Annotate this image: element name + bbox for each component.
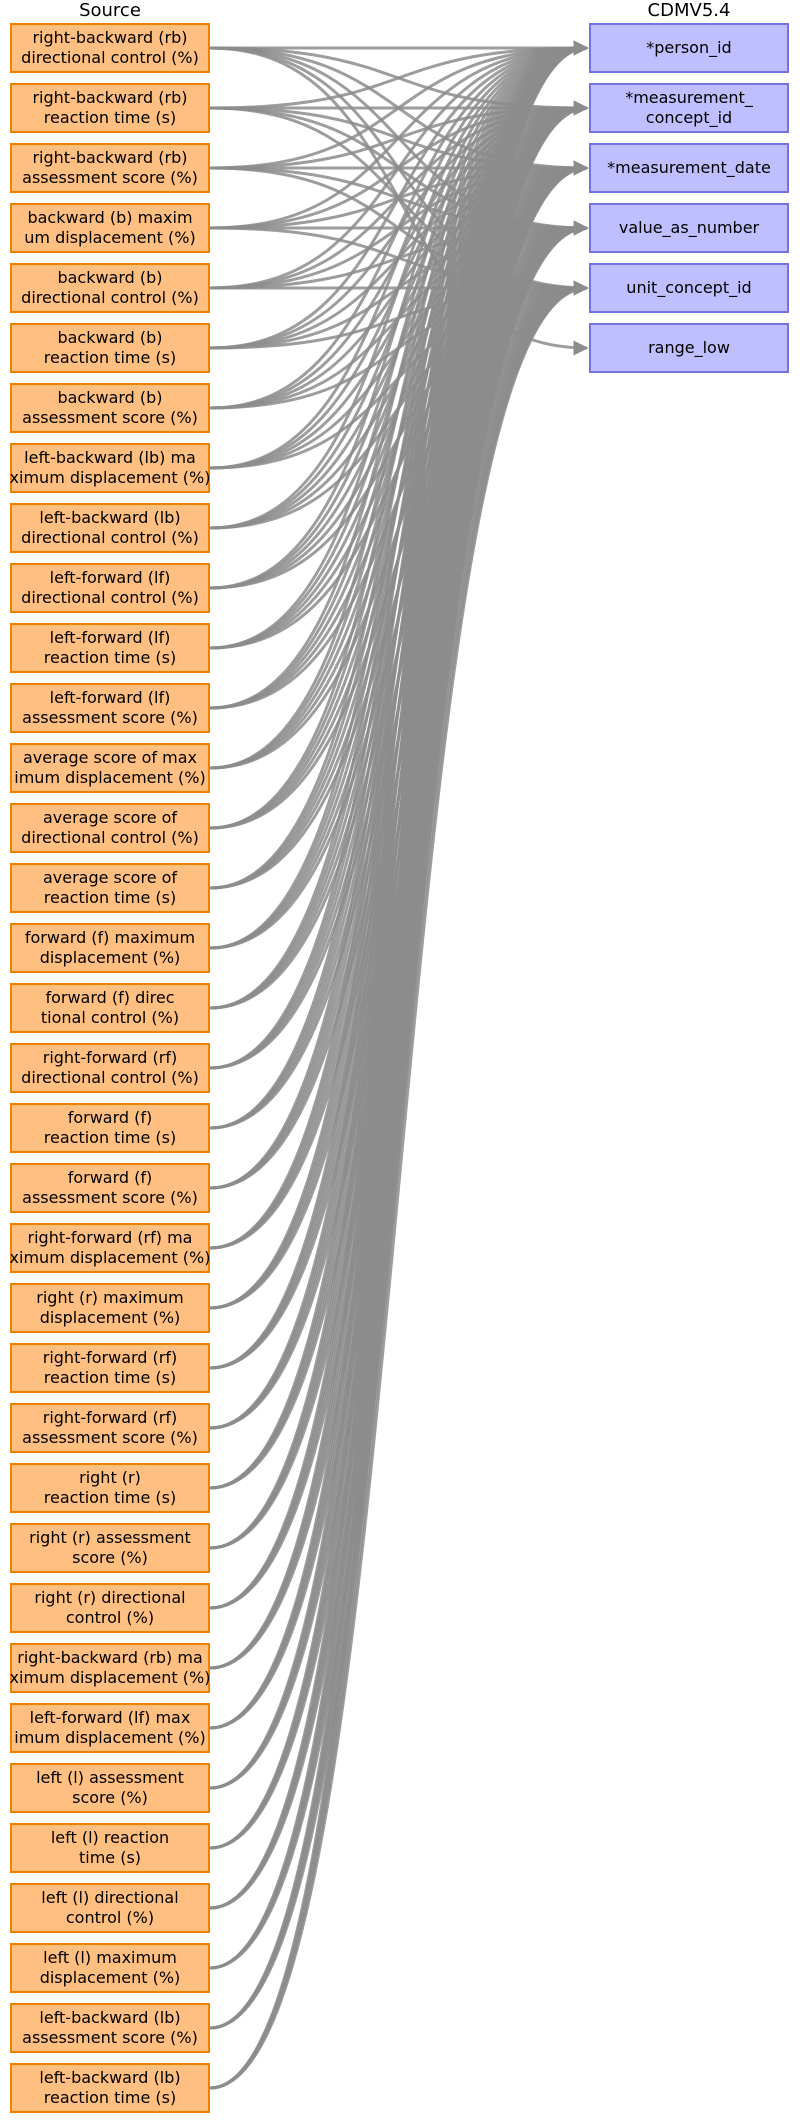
source-node: backward (b) assessment score (%) xyxy=(10,383,210,433)
mapping-edge xyxy=(209,40,589,650)
mapping-edge xyxy=(209,40,589,950)
mapping-edge xyxy=(209,40,589,1190)
source-node: forward (f) reaction time (s) xyxy=(10,1103,210,1153)
source-node: left (l) maximum displacement (%) xyxy=(10,1943,210,1993)
mapping-edge xyxy=(209,40,589,170)
source-node: right-forward (rf) directional control (… xyxy=(10,1043,210,1093)
source-node: average score of reaction time (s) xyxy=(10,863,210,913)
source-node: forward (f) assessment score (%) xyxy=(10,1163,210,1213)
mapping-edge xyxy=(209,40,589,1010)
mapping-edge xyxy=(209,40,589,410)
source-node: left-forward (lf) reaction time (s) xyxy=(10,623,210,673)
source-node: right-forward (rf) reaction time (s) xyxy=(10,1343,210,1393)
source-node: left-backward (lb) assessment score (%) xyxy=(10,2003,210,2053)
target-node: value_as_number xyxy=(589,203,789,253)
source-node: backward (b) directional control (%) xyxy=(10,263,210,313)
source-node: right-forward (rf) assessment score (%) xyxy=(10,1403,210,1453)
source-node: left-backward (lb) reaction time (s) xyxy=(10,2063,210,2113)
source-node: right-forward (rf) ma ximum displacement… xyxy=(10,1223,210,1273)
source-node: right-backward (rb) ma ximum displacemen… xyxy=(10,1643,210,1693)
source-node: left-forward (lf) assessment score (%) xyxy=(10,683,210,733)
target-node: range_low xyxy=(589,323,789,373)
mapping-edge xyxy=(209,40,589,590)
mapping-edge xyxy=(209,40,589,2090)
mapping-edge xyxy=(209,40,589,890)
mapping-edge xyxy=(209,40,589,530)
source-node: right (r) reaction time (s) xyxy=(10,1463,210,1513)
source-node: average score of max imum displacement (… xyxy=(10,743,210,793)
source-node: average score of directional control (%) xyxy=(10,803,210,853)
target-node: *measurement_date xyxy=(589,143,789,193)
mapping-edge xyxy=(209,280,589,2090)
mapping-edge xyxy=(209,40,589,710)
source-node: left (l) directional control (%) xyxy=(10,1883,210,1933)
source-node: left-forward (lf) max imum displacement … xyxy=(10,1703,210,1753)
source-node: left (l) assessment score (%) xyxy=(10,1763,210,1813)
source-column-header: Source xyxy=(79,0,141,21)
source-node: forward (f) maximum displacement (%) xyxy=(10,923,210,973)
source-node: right-backward (rb) reaction time (s) xyxy=(10,83,210,133)
target-node: *person_id xyxy=(589,23,789,73)
source-node: backward (b) reaction time (s) xyxy=(10,323,210,373)
target-node: unit_concept_id xyxy=(589,263,789,313)
source-node: left (l) reaction time (s) xyxy=(10,1823,210,1873)
mapping-edge xyxy=(209,40,589,230)
target-column-header: CDMV5.4 xyxy=(647,0,731,21)
source-node: right (r) directional control (%) xyxy=(10,1583,210,1633)
source-node: right (r) assessment score (%) xyxy=(10,1523,210,1573)
mapping-edge xyxy=(209,40,589,290)
source-node: forward (f) direc tional control (%) xyxy=(10,983,210,1033)
source-node: backward (b) maxim um displacement (%) xyxy=(10,203,210,253)
mapping-edge xyxy=(209,46,589,356)
mapping-edge xyxy=(209,40,589,1130)
source-node: left-backward (lb) ma ximum displacement… xyxy=(10,443,210,493)
source-node: right-backward (rb) assessment score (%) xyxy=(10,143,210,193)
mapping-edge xyxy=(209,40,589,770)
mapping-edge xyxy=(209,40,589,110)
source-node: left-forward (lf) directional control (%… xyxy=(10,563,210,613)
mapping-edge xyxy=(209,40,589,470)
target-node: *measurement_ concept_id xyxy=(589,83,789,133)
source-node: right (r) maximum displacement (%) xyxy=(10,1283,210,1333)
mapping-edge xyxy=(209,40,589,830)
source-node: left-backward (lb) directional control (… xyxy=(10,503,210,553)
source-node: right-backward (rb) directional control … xyxy=(10,23,210,73)
